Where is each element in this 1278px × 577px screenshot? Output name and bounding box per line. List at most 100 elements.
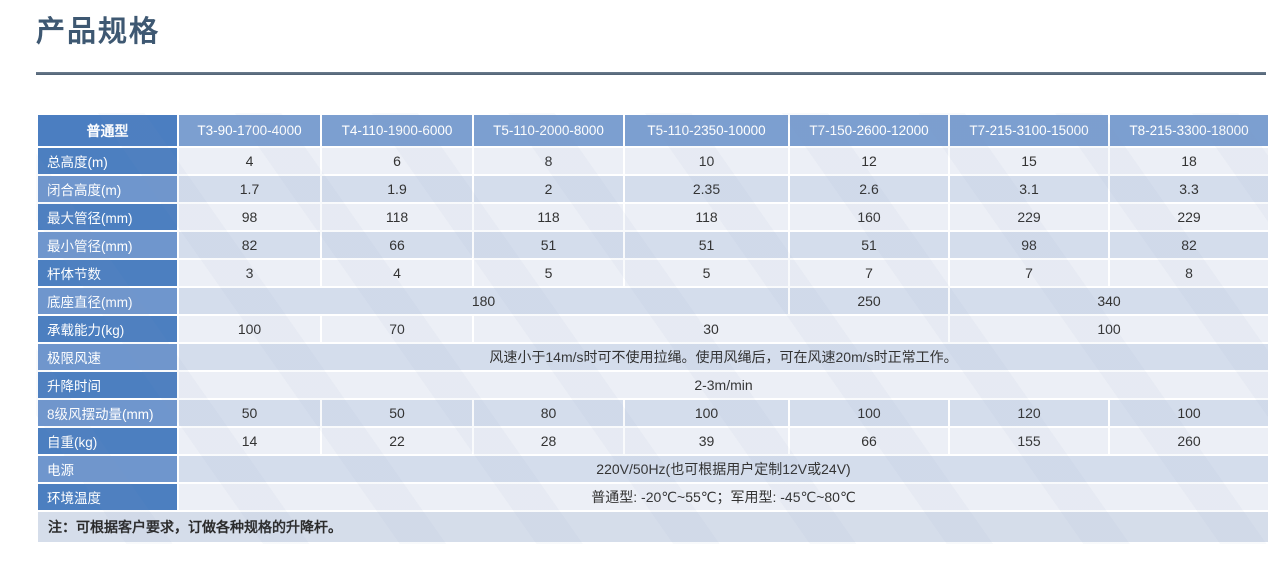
column-header: T7-215-3100-15000 bbox=[948, 113, 1110, 148]
spec-value: 70 bbox=[320, 314, 474, 344]
spec-table-wrap: 普通型 T3-90-1700-4000 T4-110-1900-6000 T5-110… bbox=[36, 113, 1270, 544]
spec-value: 51 bbox=[788, 230, 950, 260]
spec-value: 28 bbox=[472, 426, 625, 456]
spec-value: 3.1 bbox=[948, 174, 1110, 204]
row-label: 杆体节数 bbox=[36, 258, 179, 288]
spec-value: 7 bbox=[788, 258, 950, 288]
column-header: T5-110-2350-10000 bbox=[623, 113, 790, 148]
spec-value: 250 bbox=[788, 286, 950, 316]
table-row: 最大管径(mm) 98 118 118 118 160 229 229 bbox=[36, 202, 1270, 232]
row-label: 自重(kg) bbox=[36, 426, 179, 456]
spec-value: 22 bbox=[320, 426, 474, 456]
row-label: 极限风速 bbox=[36, 342, 179, 372]
table-row: 电源 220V/50Hz(也可根据用户定制12V或24V) bbox=[36, 454, 1270, 484]
spec-value: 2-3m/min bbox=[177, 370, 1270, 400]
spec-value: 118 bbox=[320, 202, 474, 232]
spec-value: 98 bbox=[177, 202, 322, 232]
spec-value: 15 bbox=[948, 146, 1110, 176]
spec-value: 51 bbox=[623, 230, 790, 260]
spec-value: 82 bbox=[177, 230, 322, 260]
spec-value: 1.9 bbox=[320, 174, 474, 204]
spec-value: 100 bbox=[623, 398, 790, 428]
column-header: T8-215-3300-18000 bbox=[1108, 113, 1270, 148]
spec-value: 8 bbox=[1108, 258, 1270, 288]
table-row: 升降时间 2-3m/min bbox=[36, 370, 1270, 400]
spec-value: 80 bbox=[472, 398, 625, 428]
table-row: 底座直径(mm) 180 250 340 bbox=[36, 286, 1270, 316]
table-row: 环境温度 普通型: -20℃~55℃；军用型: -45℃~80℃ bbox=[36, 482, 1270, 512]
spec-table: 普通型 T3-90-1700-4000 T4-110-1900-6000 T5-110… bbox=[36, 113, 1270, 544]
spec-value: 30 bbox=[472, 314, 950, 344]
corner-header: 普通型 bbox=[36, 113, 179, 148]
spec-value: 2 bbox=[472, 174, 625, 204]
table-row: 总高度(m) 4 6 8 10 12 15 18 bbox=[36, 146, 1270, 176]
table-row: 最小管径(mm) 82 66 51 51 51 98 82 bbox=[36, 230, 1270, 260]
spec-value: 1.7 bbox=[177, 174, 322, 204]
spec-value: 5 bbox=[472, 258, 625, 288]
table-row: 闭合高度(m) 1.7 1.9 2 2.35 2.6 3.1 3.3 bbox=[36, 174, 1270, 204]
spec-value: 39 bbox=[623, 426, 790, 456]
table-row: 8级风摆动量(mm) 50 50 80 100 100 120 100 bbox=[36, 398, 1270, 428]
spec-value: 340 bbox=[948, 286, 1270, 316]
spec-value: 100 bbox=[177, 314, 322, 344]
spec-value: 260 bbox=[1108, 426, 1270, 456]
note-row: 注：可根据客户要求，订做各种规格的升降杆。 bbox=[36, 510, 1270, 544]
spec-value: 100 bbox=[788, 398, 950, 428]
table-row: 自重(kg) 14 22 28 39 66 155 260 bbox=[36, 426, 1270, 456]
spec-value: 98 bbox=[948, 230, 1110, 260]
product-spec-page: 产品规格 普通型 T3-90-1700-4000 T4-110-1900-6000 T… bbox=[36, 16, 1270, 544]
spec-value: 120 bbox=[948, 398, 1110, 428]
row-label: 8级风摆动量(mm) bbox=[36, 398, 179, 428]
spec-value: 普通型: -20℃~55℃；军用型: -45℃~80℃ bbox=[177, 482, 1270, 512]
spec-value: 50 bbox=[320, 398, 474, 428]
spec-value: 118 bbox=[472, 202, 625, 232]
spec-value: 51 bbox=[472, 230, 625, 260]
spec-value: 5 bbox=[623, 258, 790, 288]
spec-value: 100 bbox=[1108, 398, 1270, 428]
spec-value: 2.35 bbox=[623, 174, 790, 204]
spec-value: 229 bbox=[948, 202, 1110, 232]
row-label: 环境温度 bbox=[36, 482, 179, 512]
column-header: T3-90-1700-4000 bbox=[177, 113, 322, 148]
spec-value: 160 bbox=[788, 202, 950, 232]
table-row: 承载能力(kg) 100 70 30 100 bbox=[36, 314, 1270, 344]
spec-value: 18 bbox=[1108, 146, 1270, 176]
spec-value: 155 bbox=[948, 426, 1110, 456]
spec-table-body: 总高度(m) 4 6 8 10 12 15 18 闭合高度(m) 1.7 1.9 2 2.35 2.6 3.… bbox=[36, 146, 1270, 512]
row-label: 承载能力(kg) bbox=[36, 314, 179, 344]
title-divider bbox=[36, 72, 1266, 75]
spec-value: 66 bbox=[788, 426, 950, 456]
spec-value: 8 bbox=[472, 146, 625, 176]
table-row: 极限风速 风速小于14m/s时可不使用拉绳。使用风绳后，可在风速20m/s时正常工… bbox=[36, 342, 1270, 372]
row-label: 闭合高度(m) bbox=[36, 174, 179, 204]
spec-value: 3.3 bbox=[1108, 174, 1270, 204]
spec-value: 7 bbox=[948, 258, 1110, 288]
row-label: 底座直径(mm) bbox=[36, 286, 179, 316]
spec-value: 10 bbox=[623, 146, 790, 176]
spec-value: 风速小于14m/s时可不使用拉绳。使用风绳后，可在风速20m/s时正常工作。 bbox=[177, 342, 1270, 372]
column-header: T4-110-1900-6000 bbox=[320, 113, 474, 148]
column-header: T7-150-2600-12000 bbox=[788, 113, 950, 148]
spec-value: 66 bbox=[320, 230, 474, 260]
row-label: 升降时间 bbox=[36, 370, 179, 400]
spec-value: 118 bbox=[623, 202, 790, 232]
table-row: 杆体节数 3 4 5 5 7 7 8 bbox=[36, 258, 1270, 288]
spec-value: 3 bbox=[177, 258, 322, 288]
spec-value: 6 bbox=[320, 146, 474, 176]
spec-value: 100 bbox=[948, 314, 1270, 344]
row-label: 最大管径(mm) bbox=[36, 202, 179, 232]
row-label: 总高度(m) bbox=[36, 146, 179, 176]
spec-value: 12 bbox=[788, 146, 950, 176]
spec-value: 14 bbox=[177, 426, 322, 456]
spec-value: 2.6 bbox=[788, 174, 950, 204]
spec-value: 220V/50Hz(也可根据用户定制12V或24V) bbox=[177, 454, 1270, 484]
column-header: T5-110-2000-8000 bbox=[472, 113, 625, 148]
spec-value: 50 bbox=[177, 398, 322, 428]
row-label: 最小管径(mm) bbox=[36, 230, 179, 260]
page-title: 产品规格 bbox=[36, 16, 161, 48]
spec-value: 180 bbox=[177, 286, 790, 316]
row-label: 电源 bbox=[36, 454, 179, 484]
spec-value: 4 bbox=[320, 258, 474, 288]
spec-value: 4 bbox=[177, 146, 322, 176]
spec-value: 229 bbox=[1108, 202, 1270, 232]
